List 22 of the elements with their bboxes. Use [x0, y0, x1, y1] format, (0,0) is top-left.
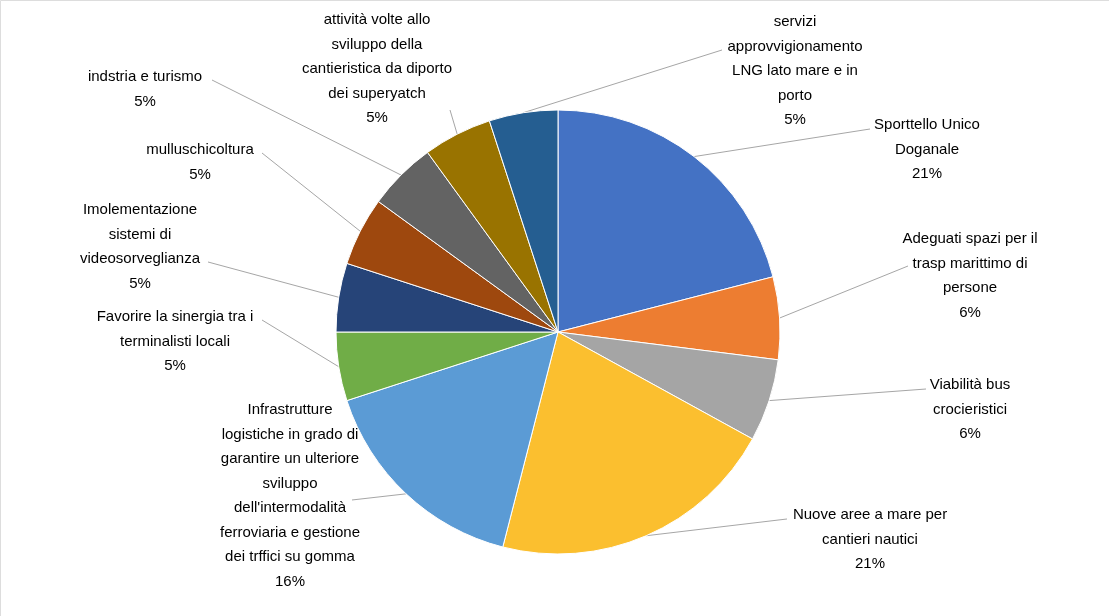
data-label: 21% — [911, 164, 943, 181]
data-label: 5% — [129, 273, 151, 291]
slice-label: mulluschicoltura — [146, 140, 255, 157]
slice-label: Sporttello Unico Doganale — [874, 115, 980, 157]
data-label: 21% — [854, 554, 886, 571]
slice-label: attività volte allo sviluppo della cantieristica da diporto dei superyatch — [301, 10, 453, 101]
slice-label: Favorire la sinergia tra i terminalisti locali — [96, 307, 254, 349]
data-label: 5% — [784, 110, 806, 127]
data-label: 6% — [959, 302, 981, 320]
data-label: 16% — [274, 571, 306, 589]
slice-label: Imolementazione sistemi di videosorveglianza — [79, 200, 201, 266]
data-label: 6% — [959, 424, 981, 441]
slice-label: indstria e turismo — [87, 67, 203, 84]
slice-label: servizi approvvigionamento LNG lato mare e in porto — [727, 12, 863, 103]
data-label: 5% — [189, 164, 211, 182]
slice-label: Adeguati spazi per il trasp marittimo di persone — [902, 229, 1038, 295]
slice-label: Viabilità bus crocieristici — [929, 375, 1011, 417]
slice-label: Infrastrutture logistiche in grado di garantire un ulteriore sviluppo dell'intermodalità ferroviaria e gestione dei trffici su gomma — [219, 400, 361, 564]
data-label: 5% — [366, 108, 388, 125]
slice-label: Nuove aree a mare per cantieri nautici — [792, 505, 948, 547]
data-label: 5% — [134, 91, 156, 109]
data-label: 5% — [164, 356, 186, 373]
